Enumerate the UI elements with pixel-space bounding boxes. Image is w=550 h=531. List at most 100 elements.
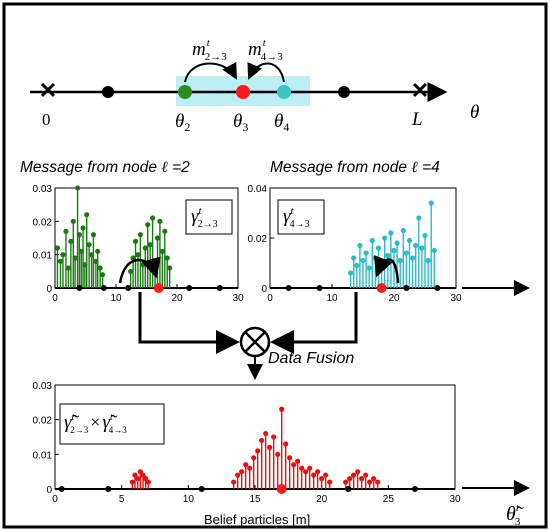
bottom-chart-stem-point [311, 472, 317, 478]
bottom-chart-xtick-label: 0 [52, 494, 58, 505]
left-chart-stem-point [63, 228, 69, 234]
bottom-chart-anchor-marker [58, 486, 65, 492]
right-chart-ytick-label: 0.04 [248, 184, 268, 195]
bottom-chart-ytick-label: 0.01 [33, 450, 53, 461]
bottom-chart-stem-point [255, 448, 261, 454]
right-chart-stem-point [360, 257, 366, 264]
right-chart-anchor-marker [316, 285, 323, 291]
left-chart-stem-point [128, 268, 134, 274]
right-chart-stem-point [363, 250, 369, 256]
left-chart-target-marker [153, 283, 164, 293]
left-chart-anchor-marker [100, 285, 107, 291]
left-chart-stem-point [154, 235, 161, 241]
left-chart-stem-point [68, 238, 74, 244]
left-chart-stem-point [84, 212, 90, 218]
left-chart-stem-point [86, 242, 92, 248]
left-chart-ytick-label: 0 [46, 284, 52, 295]
left-chart-stem-point [60, 252, 66, 258]
bottom-chart-stem-point [279, 406, 285, 412]
bottom-axis-symbol: θ̃t 3 [506, 502, 524, 528]
bottom-chart-stem-point [235, 472, 241, 478]
legend-left: γt 2→3 [185, 199, 233, 235]
bottom-chart-stem-point [363, 472, 369, 478]
bottom-chart-stem-point [307, 465, 313, 471]
left-chart-stem-point [95, 248, 101, 254]
right-chart-ytick-label: 0.02 [248, 234, 268, 245]
node-2-dot [178, 85, 192, 99]
left-chart-anchor-marker [125, 285, 132, 291]
left-chart-anchor-marker [76, 285, 83, 291]
theta-2-label: θ2 [175, 111, 190, 134]
left-chart-xtick-label: 20 [171, 293, 183, 304]
end-label: L [411, 109, 423, 130]
right-chart-stem-point [410, 255, 416, 261]
left-to-fusion-connector [138, 292, 240, 354]
panel-left-title: Message from node ℓ =2 [20, 159, 190, 176]
right-chart-stem-point [406, 237, 413, 244]
bottom-chart-stem-point [371, 476, 377, 482]
bottom-chart-stem-point [351, 472, 357, 478]
left-chart-anchor-marker [186, 285, 193, 291]
left-chart-stem-point [132, 238, 139, 244]
right-chart-ytick-label: 0 [261, 284, 267, 295]
bottom-chart-stem-point [283, 441, 289, 447]
bottom-chart-ytick-label: 0.02 [33, 416, 53, 427]
fusion-connectors: Data Fusion [138, 292, 358, 380]
bottom-chart-anchor-marker [105, 486, 112, 492]
bottom-chart-stem-point [243, 462, 249, 468]
bottom-chart-stem-point [303, 469, 309, 475]
left-chart-stem-point [65, 265, 72, 271]
bottom-chart-stem-point [327, 479, 333, 485]
right-chart-stem-point [400, 227, 406, 234]
right-to-fusion-connector [270, 292, 358, 354]
bottom-chart-stem-point [267, 444, 273, 450]
left-chart-ytick-label: 0.01 [33, 251, 53, 262]
right-chart-stem-point [354, 262, 360, 269]
bottom-chart-stem-point [231, 479, 237, 485]
left-chart-stem-point [76, 232, 82, 238]
right-chart-stem-point [366, 265, 372, 271]
bottom-chart-xtick-label: 10 [183, 494, 195, 505]
bottom-chart-stem-point [299, 465, 305, 471]
bottom-chart-stem-point [347, 476, 353, 482]
bottom-chart-target-marker [276, 484, 287, 494]
right-chart-stem-point [425, 257, 431, 264]
left-chart-stem-point [150, 215, 156, 221]
right-chart-target-marker [376, 283, 387, 293]
bottom-chart-stem-point [323, 472, 329, 478]
right-chart-anchor-marker [403, 285, 410, 291]
left-chart-stem-point [97, 265, 103, 271]
right-chart-stem-point [397, 257, 403, 264]
left-chart-ytick-label: 0.03 [33, 184, 53, 195]
right-chart-stem-point [375, 245, 382, 251]
bottom-chart-stem-point [319, 476, 325, 482]
right-chart-stem-point [428, 200, 434, 206]
bottom-chart-stem-point [263, 430, 269, 437]
bottom-chart-stem-point [129, 479, 135, 485]
right-chart-stem-point [413, 242, 419, 249]
right-chart-stem-point [385, 252, 391, 259]
right-chart-stem-point [388, 230, 394, 236]
right-chart-stem-point [382, 235, 388, 241]
bottom-chart-stem-point [145, 479, 151, 485]
bottom-chart-stem-point [287, 455, 293, 461]
bottom-chart-stem-point [291, 462, 297, 468]
left-chart-stem-point [164, 255, 170, 261]
node-5-dot [338, 86, 350, 98]
bottom-chart-stem-point [247, 465, 253, 471]
node-1-dot [102, 86, 114, 98]
right-chart-stem-point [391, 247, 397, 254]
right-chart-stem-point [357, 242, 363, 249]
left-chart-stem-point [72, 255, 78, 261]
left-chart-stem-point [157, 218, 163, 224]
legend-left-label: γt 2→3 [191, 205, 218, 230]
right-chart-stem-point [348, 270, 354, 276]
bottom-chart-stem-point [271, 434, 277, 440]
left-chart-stem-point [99, 272, 106, 278]
bottom-chart-stem-point [135, 476, 141, 482]
left-chart-stem-point [167, 265, 173, 271]
right-chart-xtick-label: 0 [267, 293, 273, 304]
right-chart-xtick-label: 10 [326, 293, 338, 304]
left-chart-anchor-marker [216, 285, 223, 291]
